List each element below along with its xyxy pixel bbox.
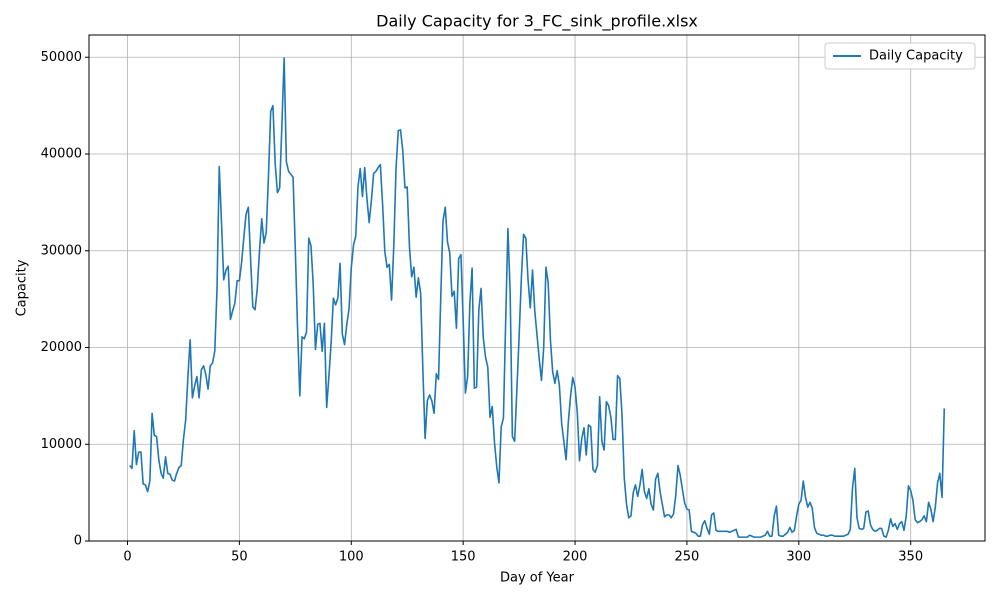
x-tick-label: 150 xyxy=(451,550,476,565)
plot-frame xyxy=(88,34,986,542)
y-tick-label: 0 xyxy=(74,534,82,549)
y-tick-label: 20000 xyxy=(41,340,82,355)
y-tick-label: 10000 xyxy=(41,437,82,452)
x-tick-label: 350 xyxy=(898,550,923,565)
x-tick-label: 0 xyxy=(123,550,131,565)
legend-box xyxy=(824,42,976,70)
x-tick-label: 100 xyxy=(339,550,364,565)
data-line xyxy=(129,57,946,538)
x-tick-label: 250 xyxy=(675,550,700,565)
x-tick-label: 50 xyxy=(231,550,248,565)
x-tick-label: 200 xyxy=(563,550,588,565)
y-tick-label: 30000 xyxy=(41,243,82,258)
x-tick-label: 300 xyxy=(786,550,811,565)
x-axis-label: Day of Year xyxy=(500,571,575,586)
y-tick-label: 50000 xyxy=(41,50,82,65)
y-tick-label: 40000 xyxy=(41,147,82,162)
y-axis-label: Capacity xyxy=(15,259,30,316)
legend-label: Daily Capacity xyxy=(869,49,963,64)
chart-title: Daily Capacity for 3_FC_sink_profile.xls… xyxy=(376,12,698,32)
